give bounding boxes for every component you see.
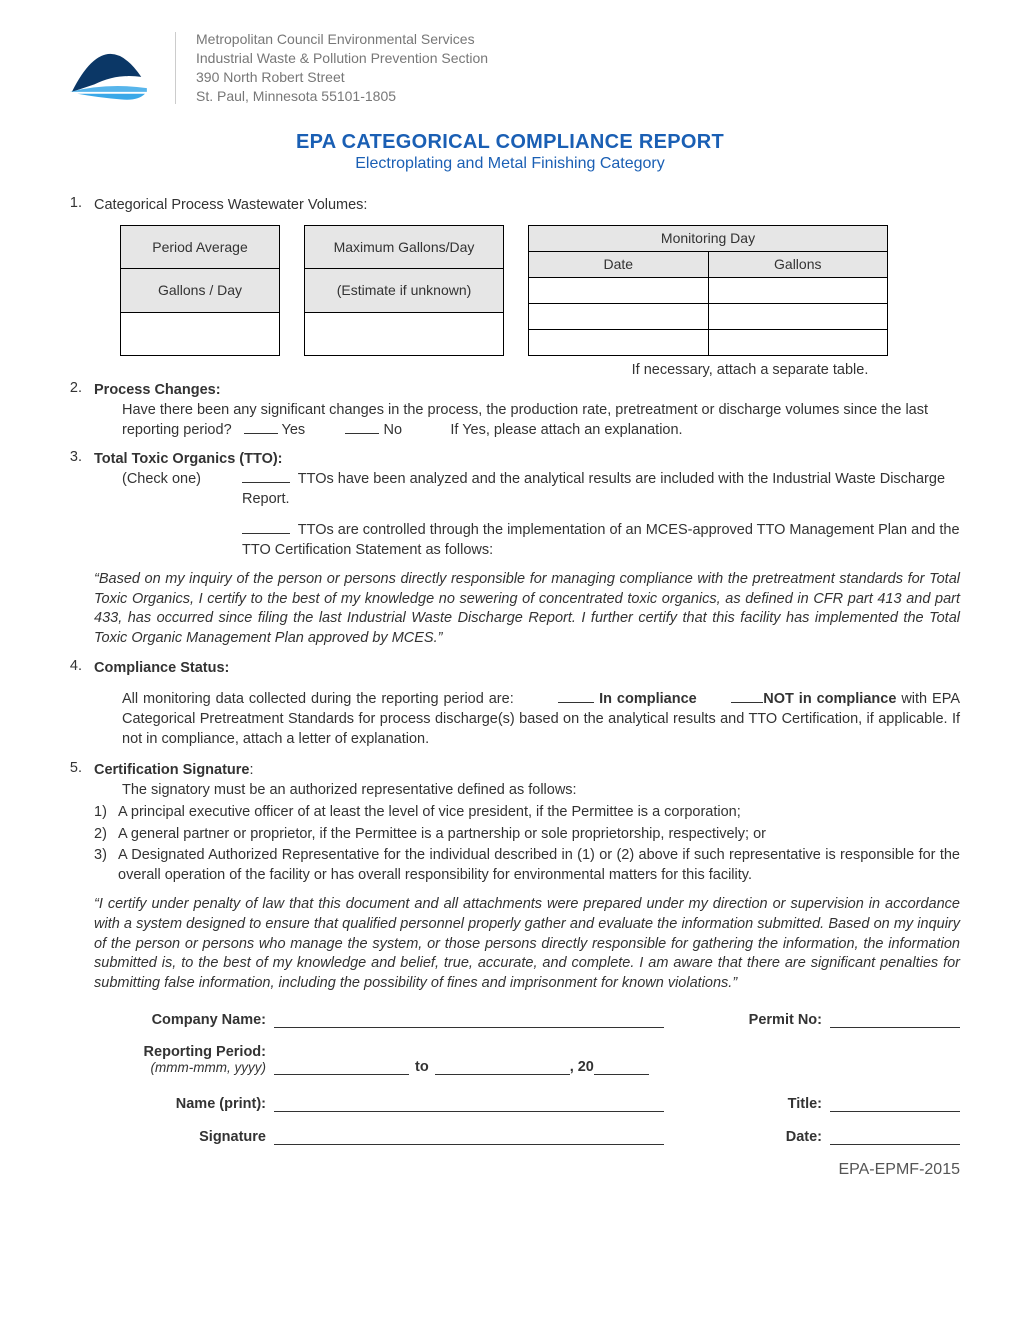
title-field[interactable] (830, 1095, 960, 1112)
org-line: St. Paul, Minnesota 55101-1805 (196, 87, 488, 106)
period-to-field[interactable] (435, 1058, 570, 1075)
tto-certification-text: “Based on my inquiry of the person or pe… (94, 570, 960, 648)
title-block: EPA CATEGORICAL COMPLIANCE REPORT Electr… (60, 131, 960, 173)
monitoring-day-table: Monitoring Day Date Gallons (528, 225, 888, 356)
section-1: 1. Categorical Process Wastewater Volume… (60, 195, 960, 215)
year-prefix: , 20 (570, 1059, 594, 1075)
table-header: Monitoring Day (529, 225, 888, 251)
list-item: 3)A Designated Authorized Representative… (94, 845, 960, 886)
section-3: 3. Total Toxic Organics (TTO): (Check on… (60, 449, 960, 560)
section-5-heading: Certification Signature (94, 762, 250, 778)
section-5: 5. Certification Signature: The signator… (60, 760, 960, 888)
section-4: 4. Compliance Status: All monitoring dat… (60, 658, 960, 749)
tto-opt1-text: TTOs have been analyzed and the analytic… (242, 471, 945, 507)
table-cell[interactable] (529, 303, 709, 329)
sig-row-signature: Signature Date: (104, 1128, 960, 1145)
list-item: 2)A general partner or proprietor, if th… (94, 824, 960, 844)
item-number: 2. (60, 380, 94, 441)
doc-title: EPA CATEGORICAL COMPLIANCE REPORT (60, 131, 960, 154)
item-number: 3. (60, 449, 94, 560)
period-from-field[interactable] (274, 1058, 409, 1075)
item-number: 5. (60, 760, 94, 888)
check-one-label: (Check one) (122, 469, 242, 510)
section-2-body: Have there been any significant changes … (94, 400, 960, 441)
in-compliance-label: In compliance (599, 691, 697, 707)
reporting-period-label: Reporting Period: (104, 1044, 266, 1060)
section-4-body: All monitoring data collected during the… (94, 689, 960, 750)
not-compliance-label: NOT in compliance (763, 691, 896, 707)
section-4-heading: Compliance Status: (94, 658, 960, 678)
form-code: EPA-EPMF-2015 (60, 1161, 960, 1179)
not-compliance-blank[interactable] (731, 702, 763, 703)
section-3-body: (Check one) TTOs have been analyzed and … (94, 469, 960, 560)
no-blank[interactable] (345, 433, 379, 434)
signatory-list: 1)A principal executive officer of at le… (94, 802, 960, 885)
org-line: Metropolitan Council Environmental Servi… (196, 30, 488, 49)
signature-block: Company Name: Permit No: Reporting Perio… (104, 1011, 960, 1145)
period-average-table: Period Average Gallons / Day (120, 225, 280, 356)
signature-field[interactable] (274, 1128, 664, 1145)
doc-subtitle: Electroplating and Metal Finishing Categ… (60, 155, 960, 173)
org-line: 390 North Robert Street (196, 68, 488, 87)
letterhead: Metropolitan Council Environmental Servi… (60, 30, 960, 106)
permit-no-field[interactable] (830, 1011, 960, 1028)
table-header: Maximum Gallons/Day (305, 225, 504, 268)
sig-row-name: Name (print): Title: (104, 1095, 960, 1112)
table-cell[interactable] (305, 312, 504, 355)
table-header: Gallons / Day (121, 269, 280, 312)
table-cell[interactable] (708, 329, 888, 355)
company-name-field[interactable] (274, 1011, 664, 1028)
tto-opt2-text: TTOs are controlled through the implemen… (242, 522, 960, 558)
company-name-label: Company Name: (104, 1012, 274, 1028)
section-5-lead: The signatory must be an authorized repr… (94, 780, 960, 800)
section-1-heading: Categorical Process Wastewater Volumes: (94, 197, 367, 213)
page: Metropolitan Council Environmental Servi… (0, 0, 1020, 1209)
attach-note: If necessary, attach a separate table. (540, 362, 960, 378)
item-number: 4. (60, 658, 94, 749)
table-cell[interactable] (121, 312, 280, 355)
table-header: Period Average (121, 225, 280, 268)
name-print-field[interactable] (274, 1095, 664, 1112)
title-label: Title: (788, 1096, 830, 1112)
org-line: Industrial Waste & Pollution Prevention … (196, 49, 488, 68)
name-print-label: Name (print): (104, 1096, 274, 1112)
to-label: to (409, 1059, 435, 1075)
list-item: 1)A principal executive officer of at le… (94, 802, 960, 822)
table-cell[interactable] (708, 277, 888, 303)
item-number: 1. (60, 195, 94, 215)
reporting-period-hint: (mmm-mmm, yyyy) (104, 1060, 266, 1075)
section-3-heading: Total Toxic Organics (TTO): (94, 449, 960, 469)
table-header: Date (529, 251, 709, 277)
vertical-divider (175, 32, 176, 104)
in-compliance-blank[interactable] (558, 702, 594, 703)
signature-certification-text: “I certify under penalty of law that thi… (94, 895, 960, 993)
yes-blank[interactable] (244, 433, 278, 434)
org-address: Metropolitan Council Environmental Servi… (196, 30, 488, 106)
sig-row-company: Company Name: Permit No: (104, 1011, 960, 1028)
date-label: Date: (786, 1129, 830, 1145)
tto-opt2-blank[interactable] (242, 533, 290, 534)
table-header: (Estimate if unknown) (305, 269, 504, 312)
permit-no-label: Permit No: (749, 1012, 830, 1028)
table-cell[interactable] (529, 329, 709, 355)
date-field[interactable] (830, 1128, 960, 1145)
volume-tables: Period Average Gallons / Day Maximum Gal… (120, 225, 960, 356)
section-2-heading: Process Changes: (94, 380, 960, 400)
max-gallons-table: Maximum Gallons/Day (Estimate if unknown… (304, 225, 504, 356)
org-logo (60, 30, 155, 105)
period-year-field[interactable] (594, 1058, 649, 1075)
table-cell[interactable] (529, 277, 709, 303)
sig-row-period: Reporting Period: (mmm-mmm, yyyy) to , 2… (104, 1044, 960, 1075)
table-cell[interactable] (708, 303, 888, 329)
signature-label: Signature (104, 1129, 274, 1145)
section-2: 2. Process Changes: Have there been any … (60, 380, 960, 441)
tto-opt1-blank[interactable] (242, 482, 290, 483)
table-header: Gallons (708, 251, 888, 277)
